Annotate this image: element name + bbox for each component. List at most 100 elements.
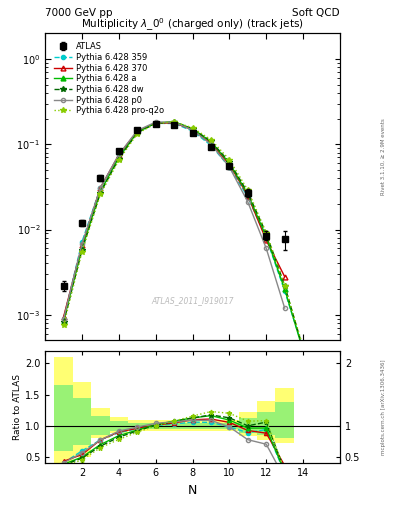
Pythia 6.428 dw [227, 159, 232, 165]
Pythia 6.428 p0 [227, 164, 232, 170]
Pythia 6.428 359 [117, 152, 121, 158]
Pythia 6.428 pro-q2o [282, 283, 287, 289]
Pythia 6.428 359 [246, 194, 250, 200]
Pythia 6.428 359 [172, 120, 176, 126]
Pythia 6.428 pro-q2o [98, 191, 103, 197]
Pythia 6.428 a [98, 188, 103, 195]
Line: Pythia 6.428 370: Pythia 6.428 370 [61, 120, 287, 319]
Bar [239, 412, 257, 436]
Pythia 6.428 pro-q2o [190, 125, 195, 131]
Pythia 6.428 a [264, 234, 269, 240]
Pythia 6.428 dw [246, 189, 250, 196]
Bar [91, 416, 110, 435]
Bar [184, 423, 202, 429]
Pythia 6.428 370 [227, 161, 232, 167]
Pythia 6.428 359 [282, 288, 287, 294]
Pythia 6.428 p0 [264, 245, 269, 251]
Pythia 6.428 dw [135, 130, 140, 136]
Pythia 6.428 a [301, 348, 305, 354]
X-axis label: N: N [188, 484, 197, 497]
Pythia 6.428 pro-q2o [264, 229, 269, 236]
Pythia 6.428 370 [190, 126, 195, 133]
Pythia 6.428 a [282, 286, 287, 292]
Pythia 6.428 370 [61, 314, 66, 320]
Pythia 6.428 359 [301, 346, 305, 352]
Pythia 6.428 a [135, 129, 140, 135]
Line: Pythia 6.428 359: Pythia 6.428 359 [62, 121, 305, 351]
Bar [110, 417, 128, 433]
Pythia 6.428 dw [209, 138, 213, 144]
Bar [257, 412, 275, 435]
Pythia 6.428 dw [301, 346, 305, 352]
Bar [91, 408, 110, 438]
Text: mcplots.cern.ch [arXiv:1306.3436]: mcplots.cern.ch [arXiv:1306.3436] [381, 359, 386, 455]
Pythia 6.428 370 [153, 120, 158, 126]
Pythia 6.428 a [209, 139, 213, 145]
Pythia 6.428 359 [153, 120, 158, 126]
Pythia 6.428 370 [80, 242, 84, 248]
Bar [73, 398, 91, 444]
Text: ATLAS_2011_I919017: ATLAS_2011_I919017 [151, 296, 234, 305]
Pythia 6.428 370 [246, 193, 250, 199]
Pythia 6.428 a [61, 318, 66, 324]
Pythia 6.428 370 [172, 120, 176, 126]
Pythia 6.428 pro-q2o [61, 323, 66, 329]
Pythia 6.428 359 [209, 142, 213, 148]
Pythia 6.428 370 [135, 128, 140, 134]
Pythia 6.428 p0 [282, 305, 287, 311]
Bar [54, 385, 73, 451]
Pythia 6.428 p0 [98, 184, 103, 190]
Pythia 6.428 p0 [61, 315, 66, 322]
Bar [147, 423, 165, 429]
Pythia 6.428 p0 [135, 127, 140, 134]
Pythia 6.428 370 [282, 273, 287, 280]
Pythia 6.428 pro-q2o [80, 249, 84, 255]
Pythia 6.428 p0 [80, 241, 84, 247]
Pythia 6.428 pro-q2o [172, 119, 176, 125]
Bar [257, 401, 275, 440]
Text: 7000 GeV pp: 7000 GeV pp [45, 8, 113, 18]
Bar [275, 402, 294, 438]
Pythia 6.428 pro-q2o [227, 157, 232, 163]
Bar [202, 420, 220, 431]
Bar [165, 423, 184, 429]
Pythia 6.428 a [153, 120, 158, 126]
Pythia 6.428 p0 [209, 141, 213, 147]
Title: Multiplicity $\lambda\_0^0$ (charged only) (track jets): Multiplicity $\lambda\_0^0$ (charged onl… [81, 17, 304, 33]
Pythia 6.428 359 [80, 239, 84, 245]
Pythia 6.428 p0 [172, 119, 176, 125]
Bar [73, 382, 91, 457]
Pythia 6.428 359 [61, 315, 66, 322]
Bar [54, 357, 73, 464]
Bar [202, 423, 220, 429]
Line: Pythia 6.428 p0: Pythia 6.428 p0 [62, 120, 287, 321]
Pythia 6.428 a [80, 245, 84, 251]
Pythia 6.428 dw [117, 156, 121, 162]
Pythia 6.428 pro-q2o [209, 137, 213, 143]
Pythia 6.428 pro-q2o [301, 344, 305, 350]
Pythia 6.428 pro-q2o [117, 157, 121, 163]
Pythia 6.428 370 [117, 152, 121, 158]
Bar [275, 388, 294, 443]
Pythia 6.428 dw [98, 189, 103, 196]
Pythia 6.428 p0 [190, 127, 195, 133]
Text: Rivet 3.1.10, ≥ 2.9M events: Rivet 3.1.10, ≥ 2.9M events [381, 118, 386, 195]
Pythia 6.428 359 [227, 164, 232, 170]
Bar [220, 423, 239, 429]
Pythia 6.428 dw [80, 247, 84, 253]
Bar [165, 420, 184, 431]
Pythia 6.428 370 [98, 184, 103, 190]
Pythia 6.428 dw [264, 230, 269, 237]
Bar [128, 420, 147, 431]
Legend: ATLAS, Pythia 6.428 359, Pythia 6.428 370, Pythia 6.428 a, Pythia 6.428 dw, Pyth: ATLAS, Pythia 6.428 359, Pythia 6.428 37… [52, 40, 165, 117]
Pythia 6.428 a [190, 125, 195, 132]
Line: Pythia 6.428 pro-q2o: Pythia 6.428 pro-q2o [61, 119, 306, 350]
Bar [110, 421, 128, 431]
Pythia 6.428 dw [282, 283, 287, 289]
Pythia 6.428 370 [264, 237, 269, 243]
Pythia 6.428 359 [190, 128, 195, 134]
Pythia 6.428 pro-q2o [246, 187, 250, 193]
Pythia 6.428 a [117, 155, 121, 161]
Pythia 6.428 p0 [153, 119, 158, 125]
Bar [239, 418, 257, 433]
